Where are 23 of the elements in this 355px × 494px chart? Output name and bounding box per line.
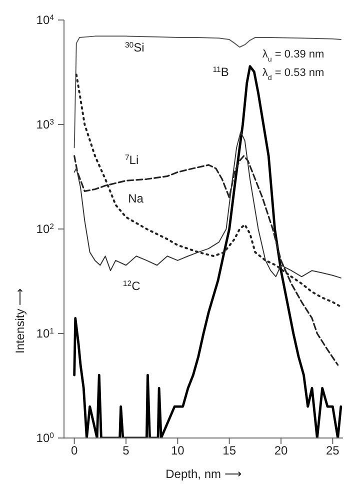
x-tick-label: 5 <box>122 444 130 458</box>
y-tick-label: 10$^{2}$ <box>36 222 54 236</box>
annotation: λ$_{u}$ = 0.39 nm <box>262 48 324 64</box>
x-tick-label: 15 <box>222 444 236 458</box>
x-axis-title: Depth, nm ⟶ <box>166 467 242 481</box>
line-series <box>73 65 342 438</box>
y-tick-label: 10$^{4}$ <box>36 12 55 27</box>
x-tick-label: 25 <box>326 444 340 458</box>
annotation: λ$_{d}$ = 0.53 nm <box>262 67 324 82</box>
y-axis-title: Intensity ⟶ <box>13 288 27 354</box>
series-label: $^{12}$C <box>122 278 141 294</box>
y-tick-label: 10$^{3}$ <box>36 117 54 132</box>
series-label: $^{7}$Li <box>124 152 139 167</box>
y-tick-label: 10$^{1}$ <box>36 326 54 340</box>
y-tick-label: 10$^{0}$ <box>36 430 55 445</box>
x-tick-label: 0 <box>70 444 78 458</box>
x-tick-label: 20 <box>274 444 288 458</box>
series-label: $^{30}$Si <box>124 40 144 54</box>
line-series <box>74 36 342 148</box>
series-label: $^{11}$B <box>212 64 229 80</box>
x-tick-label: 10 <box>170 444 185 458</box>
line-series <box>74 131 342 278</box>
series-label: Na <box>128 191 144 206</box>
